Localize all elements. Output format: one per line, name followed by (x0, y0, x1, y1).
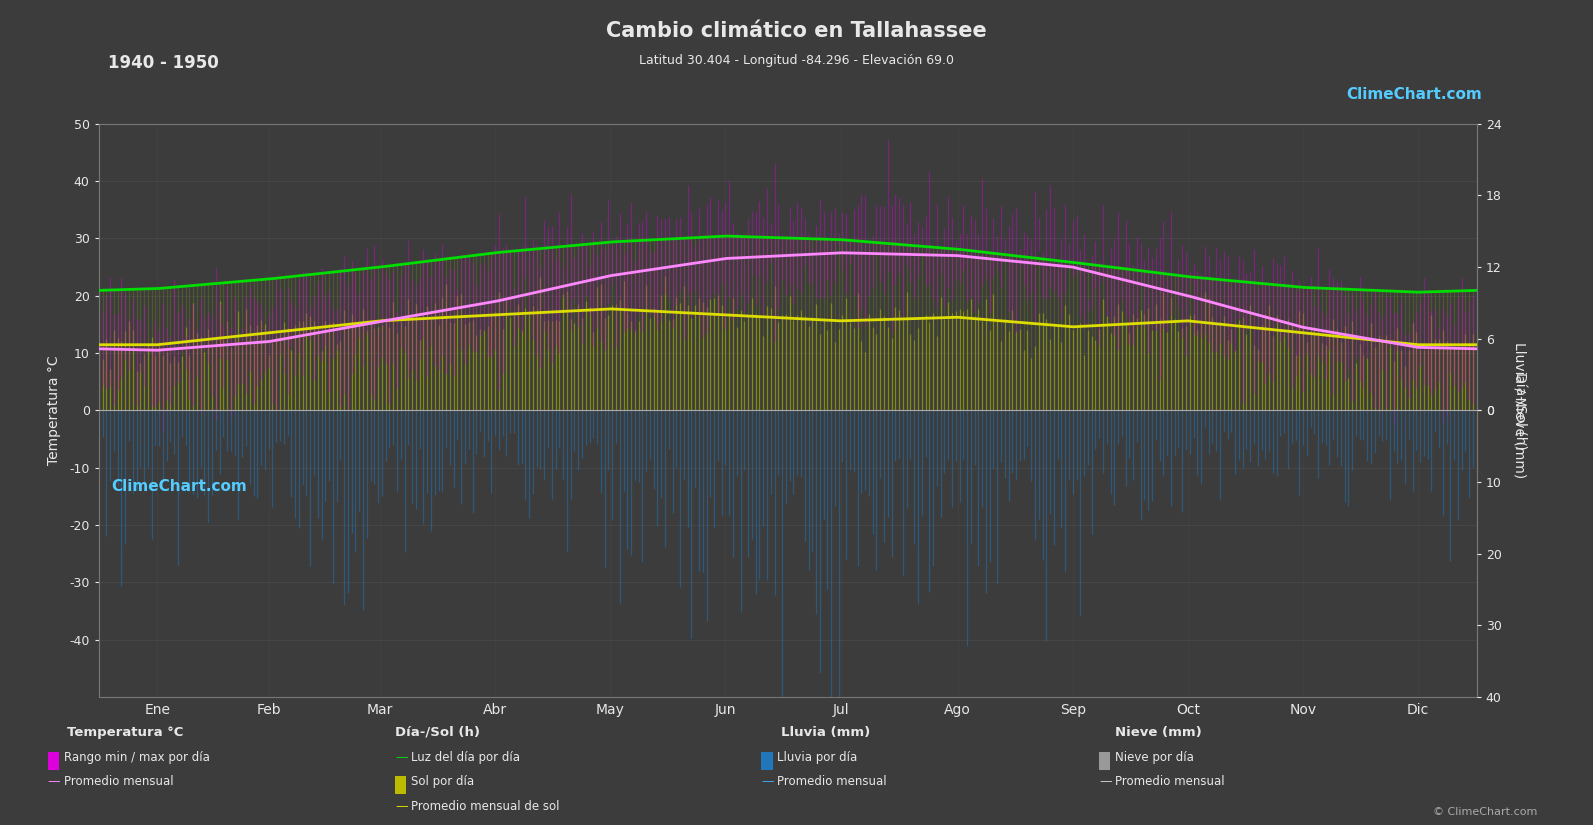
Text: Cambio climático en Tallahassee: Cambio climático en Tallahassee (605, 21, 988, 40)
Text: Nieve por día: Nieve por día (1115, 751, 1195, 764)
Text: Luz del día por día: Luz del día por día (411, 751, 519, 764)
Text: —: — (395, 800, 408, 813)
Text: Día-/Sol (h): Día-/Sol (h) (395, 726, 479, 739)
Text: —: — (48, 776, 61, 789)
Text: —: — (395, 751, 408, 764)
Text: Latitud 30.404 - Longitud -84.296 - Elevación 69.0: Latitud 30.404 - Longitud -84.296 - Elev… (639, 54, 954, 67)
Text: Promedio mensual: Promedio mensual (1115, 776, 1225, 789)
Text: © ClimeChart.com: © ClimeChart.com (1432, 807, 1537, 817)
Text: ClimeChart.com: ClimeChart.com (1346, 87, 1481, 102)
Y-axis label: Temperatura °C: Temperatura °C (48, 356, 61, 465)
Text: Temperatura °C: Temperatura °C (67, 726, 183, 739)
Text: —: — (1099, 776, 1112, 789)
Text: Promedio mensual: Promedio mensual (64, 776, 174, 789)
Text: ClimeChart.com: ClimeChart.com (112, 479, 247, 494)
Y-axis label: Día-/Sol (h): Día-/Sol (h) (1513, 371, 1526, 450)
Text: Lluvia por día: Lluvia por día (777, 751, 857, 764)
Text: Promedio mensual de sol: Promedio mensual de sol (411, 800, 559, 813)
Text: Lluvia (mm): Lluvia (mm) (781, 726, 870, 739)
Text: Rango min / max por día: Rango min / max por día (64, 751, 210, 764)
Text: —: — (761, 776, 774, 789)
Text: Sol por día: Sol por día (411, 776, 475, 789)
Text: 1940 - 1950: 1940 - 1950 (108, 54, 220, 72)
Y-axis label: Lluvia / Nieve (mm): Lluvia / Nieve (mm) (1513, 342, 1526, 478)
Text: Nieve (mm): Nieve (mm) (1115, 726, 1201, 739)
Text: Promedio mensual: Promedio mensual (777, 776, 887, 789)
